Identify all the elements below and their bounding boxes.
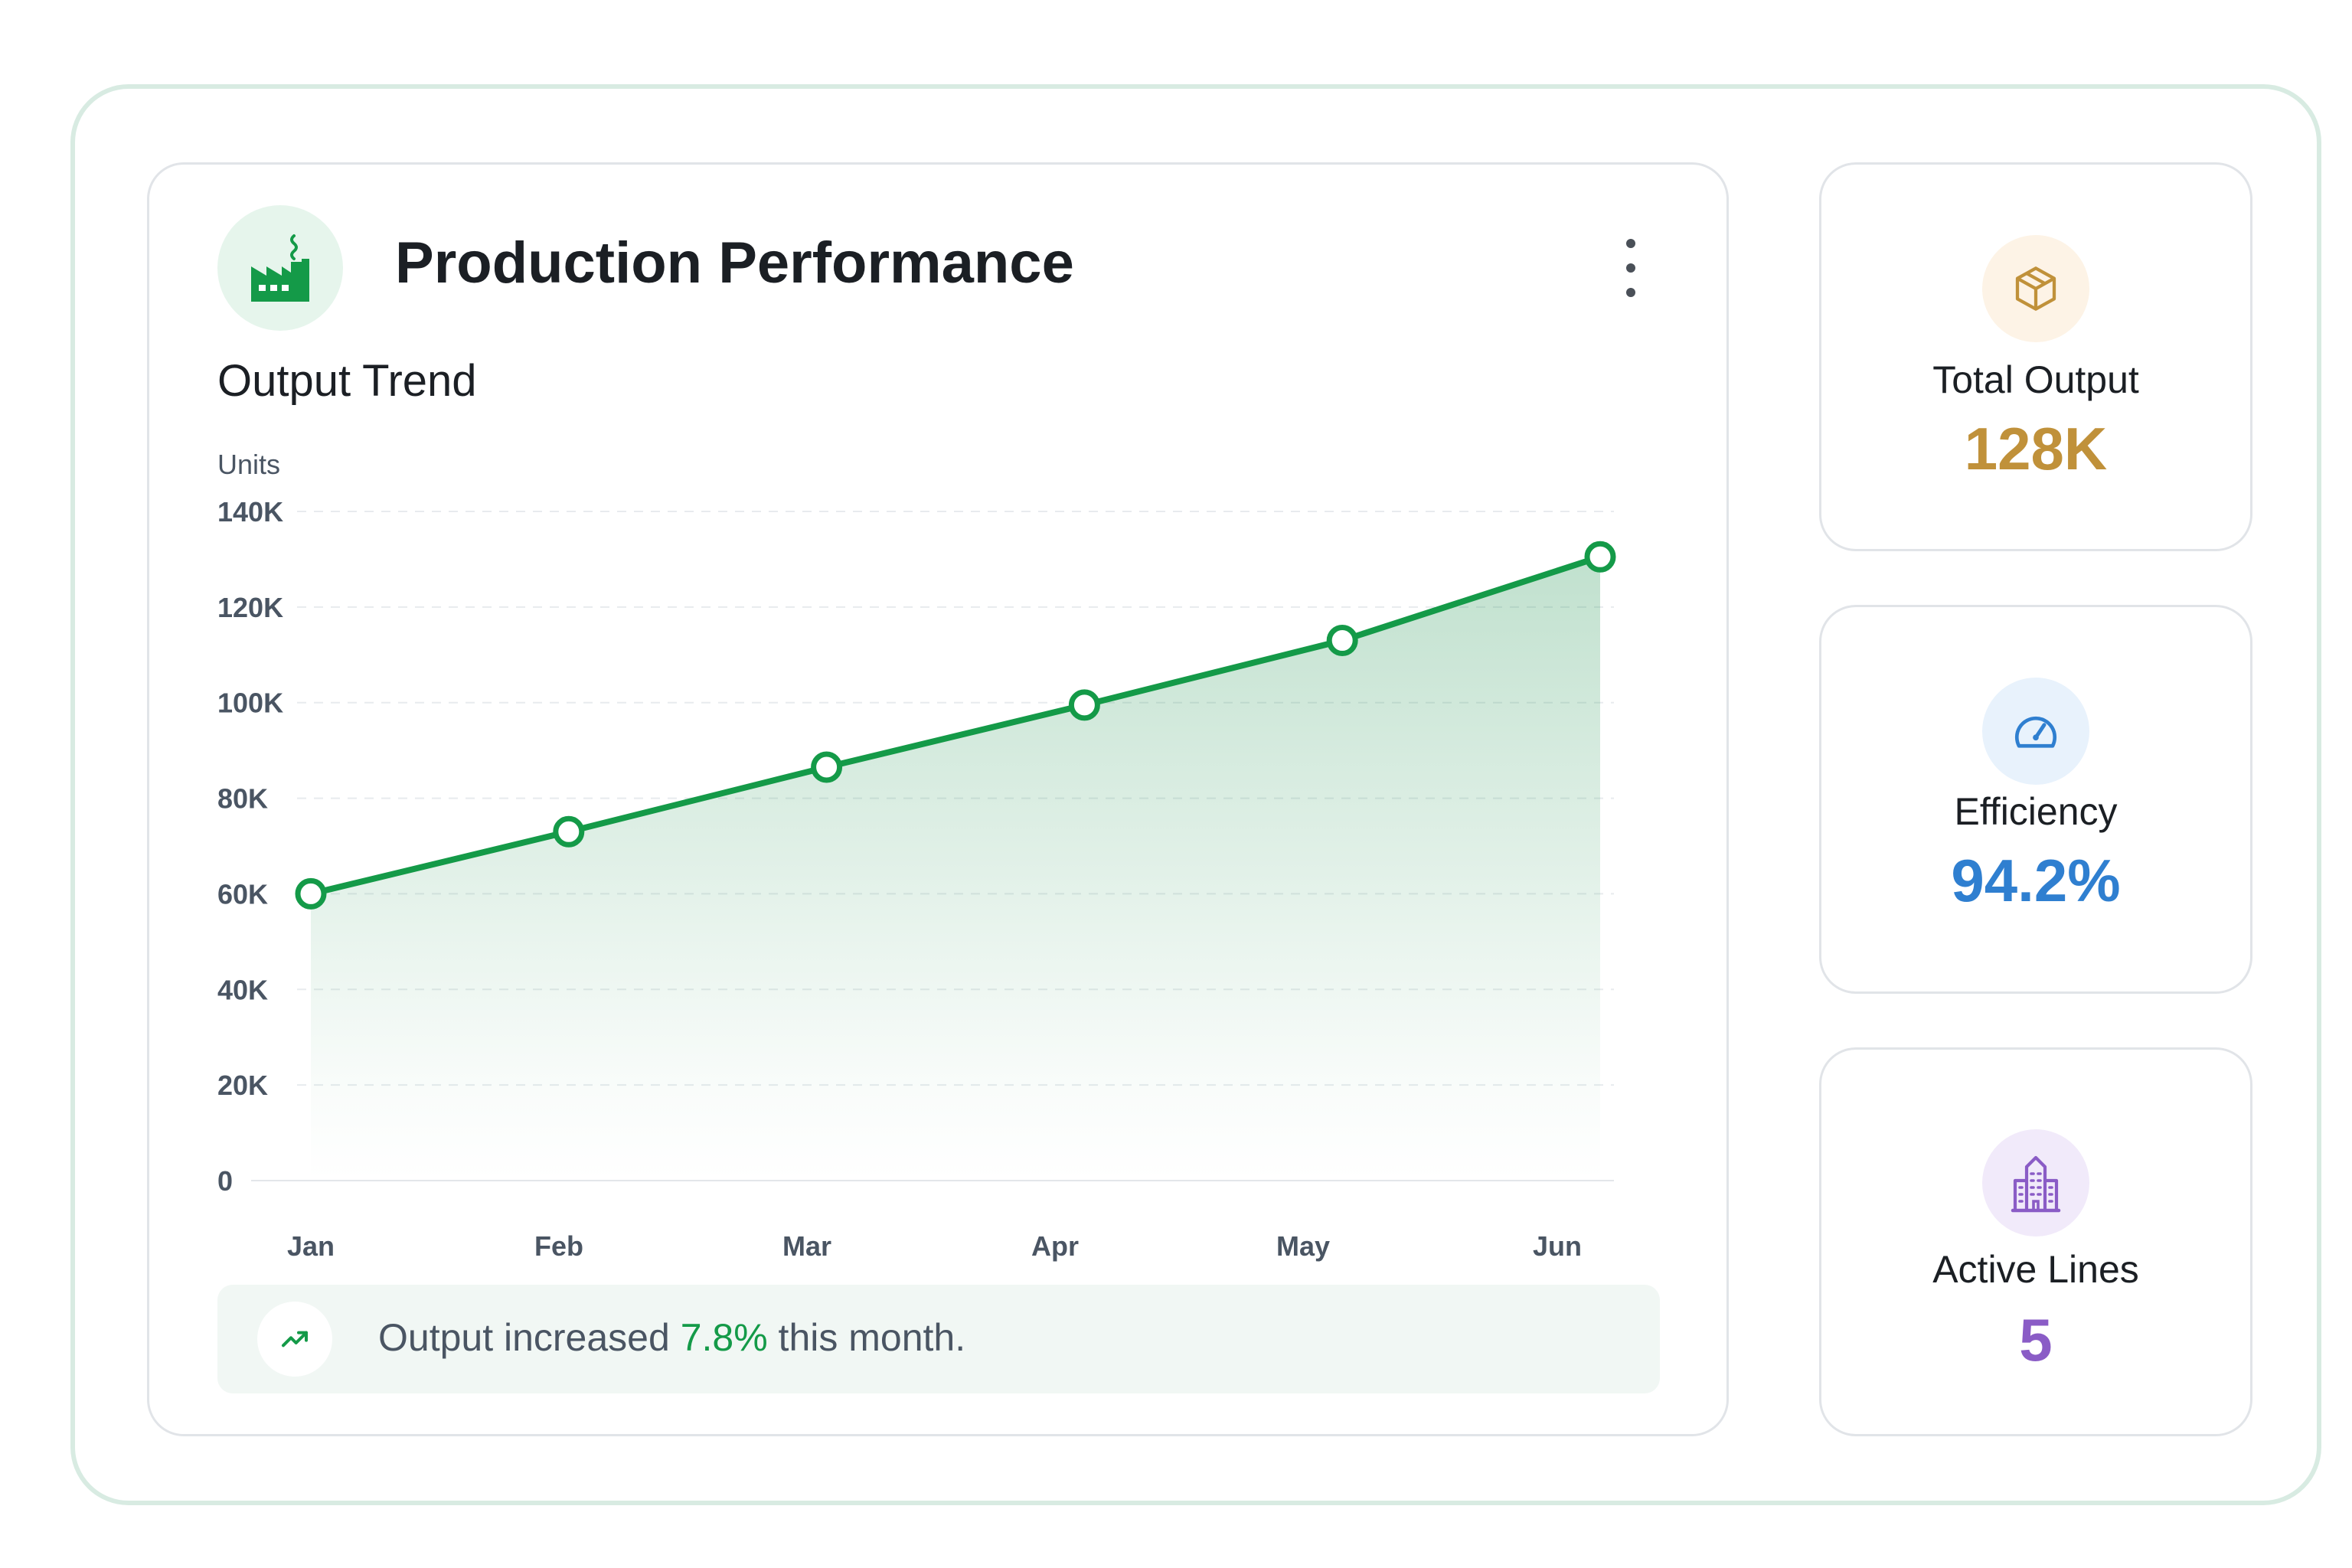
trending-up-icon bbox=[282, 1331, 308, 1348]
x-tick-label: Apr bbox=[1031, 1230, 1079, 1262]
active-lines-value: 5 bbox=[2019, 1306, 2053, 1374]
more-vertical-icon-dot bbox=[1626, 263, 1635, 273]
x-tick-label: Feb bbox=[534, 1230, 583, 1262]
building-icon bbox=[2011, 1155, 2061, 1213]
y-tick-label: 100K bbox=[217, 688, 283, 719]
y-tick-label: 80K bbox=[217, 783, 268, 815]
data-point[interactable] bbox=[553, 815, 585, 848]
y-tick-label: 20K bbox=[217, 1070, 268, 1101]
data-point[interactable] bbox=[811, 751, 843, 783]
header-icon-badge bbox=[217, 205, 343, 331]
card-title: Production Performance bbox=[395, 230, 1074, 296]
efficiency-card: Efficiency 94.2% bbox=[1819, 605, 2252, 994]
total-output-icon-badge bbox=[1982, 235, 2089, 342]
data-point[interactable] bbox=[1326, 625, 1358, 657]
series-line bbox=[308, 554, 1603, 897]
efficiency-label: Efficiency bbox=[1954, 790, 2118, 833]
total-output-label: Total Output bbox=[1932, 358, 2139, 401]
data-point[interactable] bbox=[295, 877, 327, 910]
more-options-button[interactable] bbox=[1612, 239, 1649, 297]
y-tick-label: 0 bbox=[217, 1165, 233, 1197]
box-icon bbox=[2015, 266, 2056, 311]
efficiency-value: 94.2% bbox=[1951, 847, 2121, 914]
active-lines-label: Active Lines bbox=[1932, 1248, 2139, 1291]
gauge-icon bbox=[2014, 716, 2057, 748]
insight-banner: Output increased 7.8% this month. bbox=[217, 1285, 1660, 1393]
area-fill bbox=[311, 557, 1600, 1181]
total-output-card: Total Output 128K bbox=[1819, 162, 2252, 551]
y-tick-label: 140K bbox=[217, 496, 283, 528]
total-output-value: 128K bbox=[1964, 415, 2108, 482]
insight-suffix: this month. bbox=[767, 1316, 966, 1359]
efficiency-icon-badge bbox=[1982, 678, 2089, 785]
active-lines-card: Active Lines 5 bbox=[1819, 1047, 2252, 1436]
factory-icon bbox=[251, 234, 309, 302]
insight-highlight: 7.8% bbox=[680, 1316, 768, 1359]
x-tick-label: Jan bbox=[287, 1230, 335, 1262]
y-axis-label: Units bbox=[217, 449, 281, 480]
x-tick-label: Jun bbox=[1533, 1230, 1582, 1262]
more-vertical-icon-dot bbox=[1626, 288, 1635, 297]
y-tick-label: 40K bbox=[217, 974, 268, 1005]
x-tick-label: Mar bbox=[782, 1230, 831, 1262]
active-lines-icon-badge bbox=[1982, 1129, 2089, 1236]
insight-text: Output increased 7.8% this month. bbox=[378, 1315, 965, 1360]
y-tick-label: 60K bbox=[217, 878, 268, 910]
data-point[interactable] bbox=[1584, 541, 1616, 573]
insight-prefix: Output increased bbox=[378, 1316, 681, 1359]
y-tick-label: 120K bbox=[217, 592, 283, 623]
x-tick-label: May bbox=[1276, 1230, 1330, 1262]
chart-subtitle: Output Trend bbox=[217, 356, 477, 406]
more-vertical-icon bbox=[1626, 239, 1635, 248]
data-point[interactable] bbox=[1068, 689, 1100, 721]
insight-icon-badge bbox=[257, 1302, 332, 1377]
